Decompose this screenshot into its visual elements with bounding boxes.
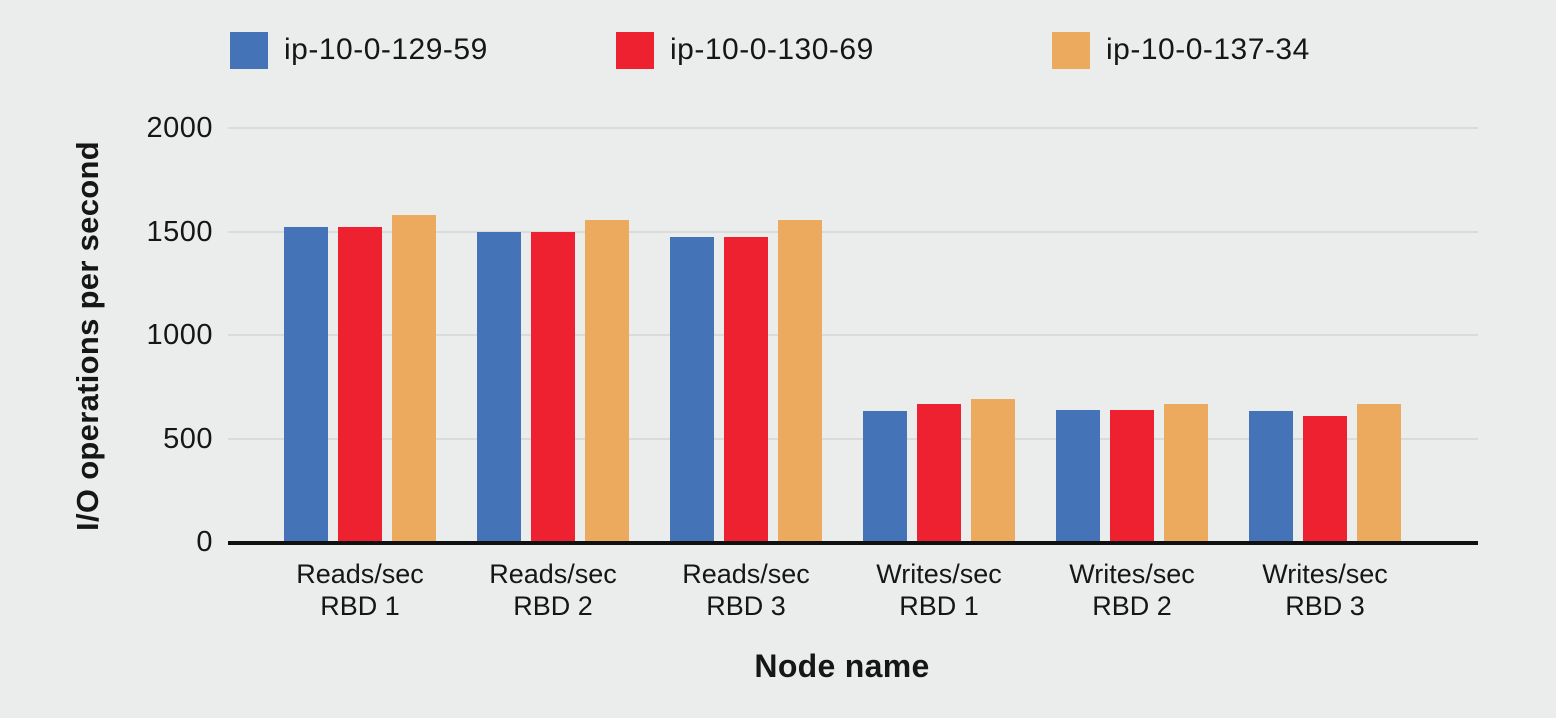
x-tick-label: Reads/sec RBD 1 [250, 558, 470, 622]
bar-ip-10-0-137-34-reads-sec-rbd-3 [778, 220, 822, 542]
x-tick-line1: Writes/sec [876, 559, 1002, 589]
legend-swatch-icon [616, 31, 654, 69]
x-tick-line1: Reads/sec [296, 559, 424, 589]
bar-ip-10-0-130-69-writes-sec-rbd-2 [1110, 409, 1154, 542]
y-tick-label: 1000 [146, 319, 213, 351]
x-tick-label: Writes/sec RBD 3 [1215, 558, 1435, 622]
gridline [228, 230, 1478, 233]
x-tick-line1: Reads/sec [682, 559, 810, 589]
x-tick-line2: RBD 2 [1092, 591, 1172, 621]
bar-ip-10-0-129-59-reads-sec-rbd-1 [284, 227, 328, 542]
x-tick-line1: Writes/sec [1262, 559, 1388, 589]
gridline [228, 127, 1478, 129]
x-tick-line1: Writes/sec [1069, 559, 1195, 589]
bar-ip-10-0-137-34-writes-sec-rbd-3 [1357, 404, 1401, 542]
y-tick-label: 0 [196, 526, 213, 558]
legend-label: ip-10-0-137-34 [1106, 33, 1310, 66]
legend-item: ip-10-0-137-34 [1052, 28, 1310, 72]
legend-label: ip-10-0-130-69 [670, 33, 874, 66]
x-tick-line2: RBD 1 [899, 591, 979, 621]
legend-item: ip-10-0-129-59 [230, 28, 488, 72]
bar-ip-10-0-129-59-writes-sec-rbd-1 [863, 410, 907, 542]
y-tick-label: 1500 [146, 215, 213, 248]
x-tick-label: Writes/sec RBD 2 [1022, 558, 1242, 622]
gridline [228, 334, 1478, 336]
bar-ip-10-0-130-69-writes-sec-rbd-1 [917, 404, 961, 542]
bar-ip-10-0-129-59-reads-sec-rbd-2 [477, 231, 521, 542]
x-tick-label: Reads/sec RBD 2 [443, 558, 663, 622]
gridline [228, 437, 1478, 440]
x-tick-line2: RBD 3 [1285, 591, 1365, 621]
x-tick-line2: RBD 1 [320, 591, 400, 621]
x-tick-label: Writes/sec RBD 1 [829, 558, 1049, 622]
legend-item: ip-10-0-130-69 [616, 28, 874, 72]
bar-ip-10-0-137-34-reads-sec-rbd-1 [392, 214, 436, 542]
x-tick-line1: Reads/sec [489, 559, 617, 589]
bar-ip-10-0-137-34-writes-sec-rbd-1 [971, 399, 1015, 542]
x-axis-line [228, 541, 1478, 545]
legend-swatch-icon [230, 31, 268, 69]
bar-ip-10-0-129-59-writes-sec-rbd-3 [1249, 410, 1293, 542]
bar-ip-10-0-130-69-writes-sec-rbd-3 [1303, 415, 1347, 542]
bar-ip-10-0-137-34-reads-sec-rbd-2 [585, 220, 629, 542]
y-tick-label: 500 [163, 422, 213, 455]
x-tick-label: Reads/sec RBD 3 [636, 558, 856, 622]
x-tick-line2: RBD 3 [706, 591, 786, 621]
bar-ip-10-0-130-69-reads-sec-rbd-1 [338, 227, 382, 542]
bar-ip-10-0-130-69-reads-sec-rbd-3 [724, 236, 768, 542]
x-tick-line2: RBD 2 [513, 591, 593, 621]
legend-label: ip-10-0-129-59 [284, 33, 488, 66]
bar-ip-10-0-137-34-writes-sec-rbd-2 [1164, 404, 1208, 542]
bar-ip-10-0-130-69-reads-sec-rbd-2 [531, 231, 575, 542]
x-axis-title: Node name [754, 648, 930, 684]
legend-swatch-icon [1052, 31, 1090, 69]
y-tick-label: 2000 [146, 112, 213, 144]
bar-ip-10-0-129-59-writes-sec-rbd-2 [1056, 409, 1100, 542]
bar-ip-10-0-129-59-reads-sec-rbd-3 [670, 236, 714, 542]
